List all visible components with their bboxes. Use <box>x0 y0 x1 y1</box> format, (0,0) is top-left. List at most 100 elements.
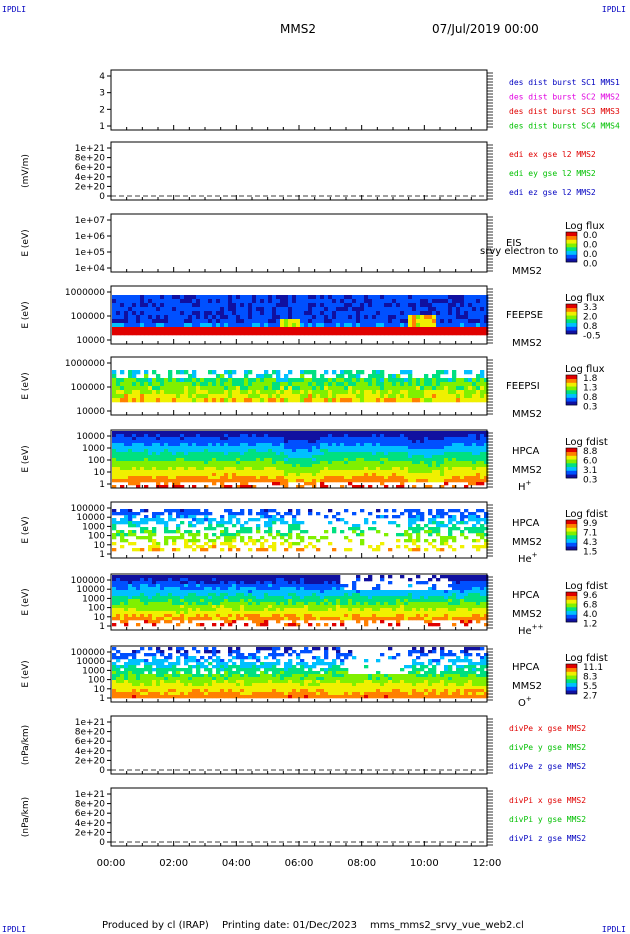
spectrogram-cell <box>228 602 233 606</box>
spectrogram-cell <box>244 299 249 304</box>
spectrogram-cell <box>416 473 421 477</box>
spectrogram-cell <box>112 437 117 441</box>
spectrogram-cell <box>412 473 417 477</box>
spectrogram-cell <box>484 518 489 522</box>
spectrogram-cell <box>476 378 481 383</box>
spectrogram-cell <box>248 473 253 477</box>
spectrogram-cell <box>196 315 201 320</box>
spectrogram-cell <box>316 382 321 387</box>
spectrogram-cell <box>456 521 461 525</box>
spectrogram-cell <box>336 461 341 465</box>
spectrogram-cell <box>212 437 217 441</box>
spectrogram-cell <box>212 431 217 435</box>
spectrogram-cell <box>228 512 233 516</box>
spectrogram-cell <box>376 323 381 328</box>
spectrogram-cell <box>168 605 173 609</box>
spectrogram-cell <box>220 311 225 316</box>
spectrogram-cell <box>388 315 393 320</box>
spectrogram-cell <box>192 443 197 447</box>
spectrogram-cell <box>480 437 485 441</box>
spectrogram-cell <box>212 434 217 438</box>
spectrogram-cell <box>464 437 469 441</box>
spectrogram-cell <box>448 509 453 513</box>
spectrogram-cell <box>112 578 117 582</box>
spectrogram-cell <box>376 515 381 519</box>
spectrogram-cell <box>124 452 129 456</box>
spectrogram-cell <box>272 331 277 336</box>
spectrogram-cell <box>112 512 117 516</box>
spectrogram-cell <box>144 479 149 483</box>
spectrogram-cell <box>376 476 381 480</box>
spectrogram-cell <box>344 443 349 447</box>
spectrogram-cell <box>248 605 253 609</box>
spectrogram-cell <box>460 521 465 525</box>
spectrogram-cell <box>244 431 249 435</box>
spectrogram-cell <box>140 455 145 459</box>
y-tick-label: 1e+05 <box>75 248 105 258</box>
spectrogram-cell <box>452 464 457 468</box>
spectrogram-cell <box>344 479 349 483</box>
spectrogram-cell <box>148 599 153 603</box>
spectrogram-cell <box>380 398 385 403</box>
colorbar-segment <box>566 531 577 536</box>
spectrogram-cell <box>384 331 389 336</box>
spectrogram-cell <box>276 446 281 450</box>
spectrogram-cell <box>188 620 193 624</box>
spectrogram-cell <box>112 307 117 312</box>
spectrogram-cell <box>184 434 189 438</box>
spectrogram-cell <box>468 482 473 486</box>
spectrogram-cell <box>132 382 137 387</box>
spectrogram-cell <box>160 587 165 591</box>
spectrogram-cell <box>480 378 485 383</box>
spectrogram-cell <box>180 596 185 600</box>
spectrogram-cell <box>120 327 125 332</box>
spectrogram-cell <box>372 311 377 316</box>
spectrogram-cell <box>336 443 341 447</box>
spectrogram-cell <box>428 307 433 312</box>
spectrogram-cell <box>188 323 193 328</box>
spectrogram-cell <box>244 295 249 300</box>
spectrogram-cell <box>460 398 465 403</box>
spectrogram-cell <box>448 533 453 537</box>
spectrogram-cell <box>404 303 409 308</box>
spectrogram-cell <box>440 539 445 543</box>
spectrogram-cell <box>252 485 257 489</box>
spectrogram-cell <box>248 470 253 474</box>
spectrogram-cell <box>256 319 261 324</box>
spectrogram-cell <box>128 614 133 618</box>
spectrogram-cell <box>476 315 481 320</box>
spectrogram-cell <box>236 323 241 328</box>
spectrogram-cell <box>364 382 369 387</box>
spectrogram-cell <box>408 512 413 516</box>
spectrogram-cell <box>256 587 261 591</box>
spectrogram-cell <box>216 575 221 579</box>
spectrogram-cell <box>144 614 149 618</box>
spectrogram-cell <box>200 315 205 320</box>
spectrogram-cell <box>276 533 281 537</box>
spectrogram-cell <box>168 443 173 447</box>
spectrogram-cell <box>416 455 421 459</box>
spectrogram-cell <box>404 473 409 477</box>
spectrogram-cell <box>196 461 201 465</box>
spectrogram-cell <box>212 315 217 320</box>
spectrogram-cell <box>264 530 269 534</box>
spectrogram-cell <box>236 512 241 516</box>
spectrogram-cell <box>168 440 173 444</box>
spectrogram-cell <box>160 452 165 456</box>
spectrogram-cell <box>340 443 345 447</box>
spectrogram-cell <box>432 378 437 383</box>
spectrogram-cell <box>160 382 165 387</box>
spectrogram-cell <box>116 458 121 462</box>
spectrogram-cell <box>304 331 309 336</box>
spectrogram-cell <box>212 323 217 328</box>
spectrogram-cell <box>136 596 141 600</box>
spectrogram-cell <box>184 515 189 519</box>
spectrogram-cell <box>260 587 265 591</box>
spectrogram-cell <box>188 311 193 316</box>
spectrogram-cell <box>260 536 265 540</box>
spectrogram-cell <box>444 539 449 543</box>
spectrogram-cell <box>252 479 257 483</box>
spectrogram-cell <box>240 590 245 594</box>
spectrogram-cell <box>272 434 277 438</box>
spectrogram-cell <box>240 327 245 332</box>
